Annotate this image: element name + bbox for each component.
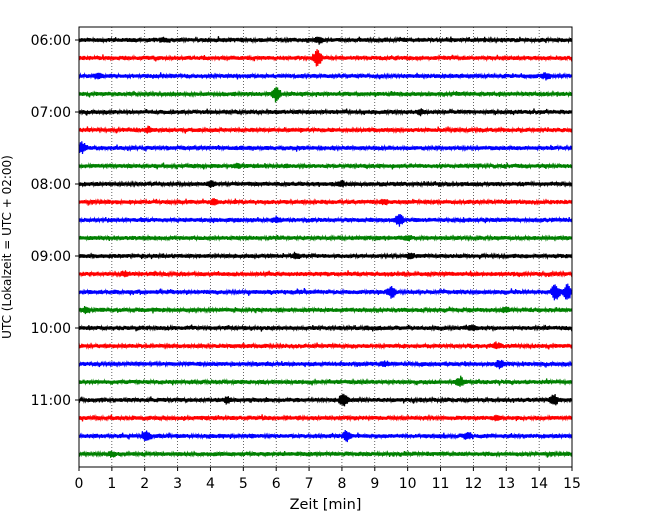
- seismic-trace: [78, 251, 573, 260]
- seismic-trace: [78, 35, 573, 45]
- y-tick-label: 10:00: [31, 321, 71, 337]
- seismic-trace: [78, 141, 573, 155]
- y-tick-label: 08:00: [31, 177, 71, 193]
- seismic-trace: [78, 213, 573, 227]
- seismic-trace: [78, 49, 573, 67]
- seismic-trace: [78, 305, 573, 315]
- seismic-trace: [78, 393, 573, 407]
- seismic-trace: [78, 125, 573, 134]
- x-tick-label: 11: [432, 476, 450, 492]
- x-tick-label: 14: [530, 476, 548, 492]
- seismic-trace: [78, 86, 573, 103]
- seismic-trace: [78, 234, 573, 242]
- x-tick-label: 1: [107, 476, 116, 492]
- x-tick-label: 0: [75, 476, 84, 492]
- y-tick-label: 06:00: [31, 33, 71, 49]
- seismic-trace: [78, 413, 573, 422]
- seismic-trace: [78, 197, 573, 207]
- y-tick-label: 11:00: [31, 393, 71, 409]
- x-tick-label: 6: [272, 476, 281, 492]
- seismic-trace: [78, 179, 573, 189]
- y-tick-label: 09:00: [31, 249, 71, 265]
- x-tick-label: 7: [305, 476, 314, 492]
- x-tick-label: 8: [337, 476, 346, 492]
- seismic-trace: [78, 71, 573, 81]
- x-tick-label: 3: [173, 476, 182, 492]
- x-tick-label: 4: [206, 476, 215, 492]
- seismic-trace: [78, 430, 573, 443]
- y-axis-ticks: 06:00 07:00 08:00 09:00 10:00 11:00: [31, 33, 79, 409]
- seismic-trace: [78, 269, 573, 278]
- plot-frame: [78, 26, 573, 468]
- x-tick-label: 13: [497, 476, 515, 492]
- x-tick-label: 12: [464, 476, 482, 492]
- x-tick-label: 10: [399, 476, 417, 492]
- seismic-trace: [78, 449, 573, 458]
- y-tick-label: 07:00: [31, 105, 71, 121]
- seismic-trace: [78, 283, 573, 301]
- x-axis-ticks: 0 1 2 3 4 5 6 7 8 9 10 11 12 13 14 15: [75, 467, 581, 492]
- vertical-grid: [111, 27, 540, 467]
- x-tick-label: 5: [239, 476, 248, 492]
- y-axis-label: UTC (Lokalzeit = UTC + 02:00): [0, 155, 14, 339]
- seismic-trace: [78, 375, 573, 387]
- seismic-trace: [78, 341, 573, 350]
- seismic-trace: [78, 162, 573, 170]
- x-axis-label: Zeit [min]: [290, 497, 362, 513]
- seismic-trace: [78, 359, 573, 370]
- x-tick-label: 2: [140, 476, 149, 492]
- x-tick-label: 9: [370, 476, 379, 492]
- seismic-trace: [78, 108, 573, 117]
- x-tick-label: 15: [563, 476, 581, 492]
- seismic-trace: [78, 324, 573, 332]
- seismic-traces: [78, 35, 573, 458]
